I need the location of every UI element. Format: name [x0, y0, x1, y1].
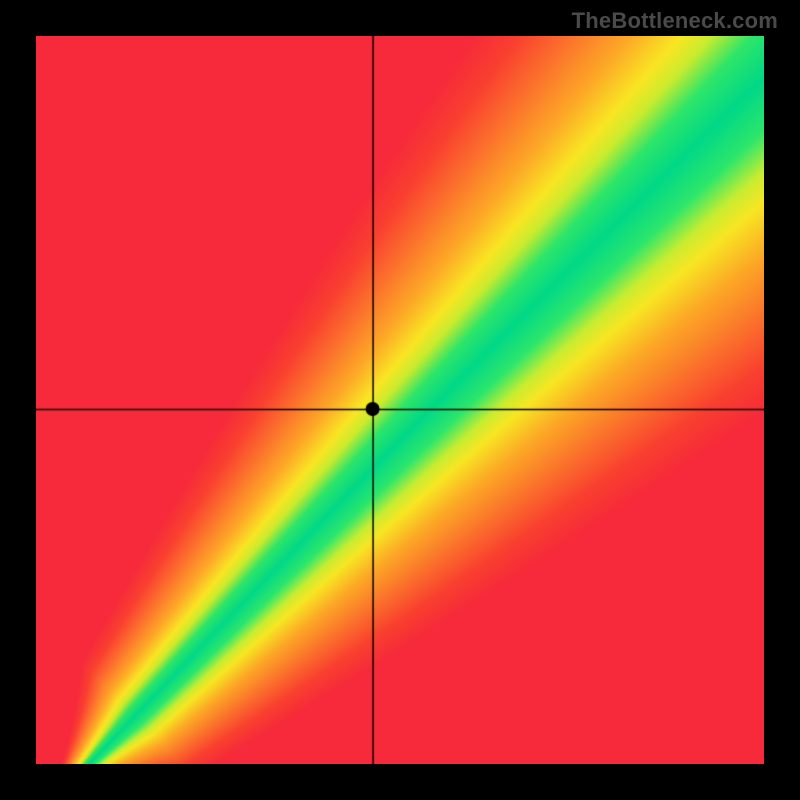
bottleneck-heatmap: [36, 36, 764, 764]
chart-container: { "watermark": "TheBottleneck.com", "cha…: [0, 0, 800, 800]
watermark-text: TheBottleneck.com: [572, 8, 778, 34]
